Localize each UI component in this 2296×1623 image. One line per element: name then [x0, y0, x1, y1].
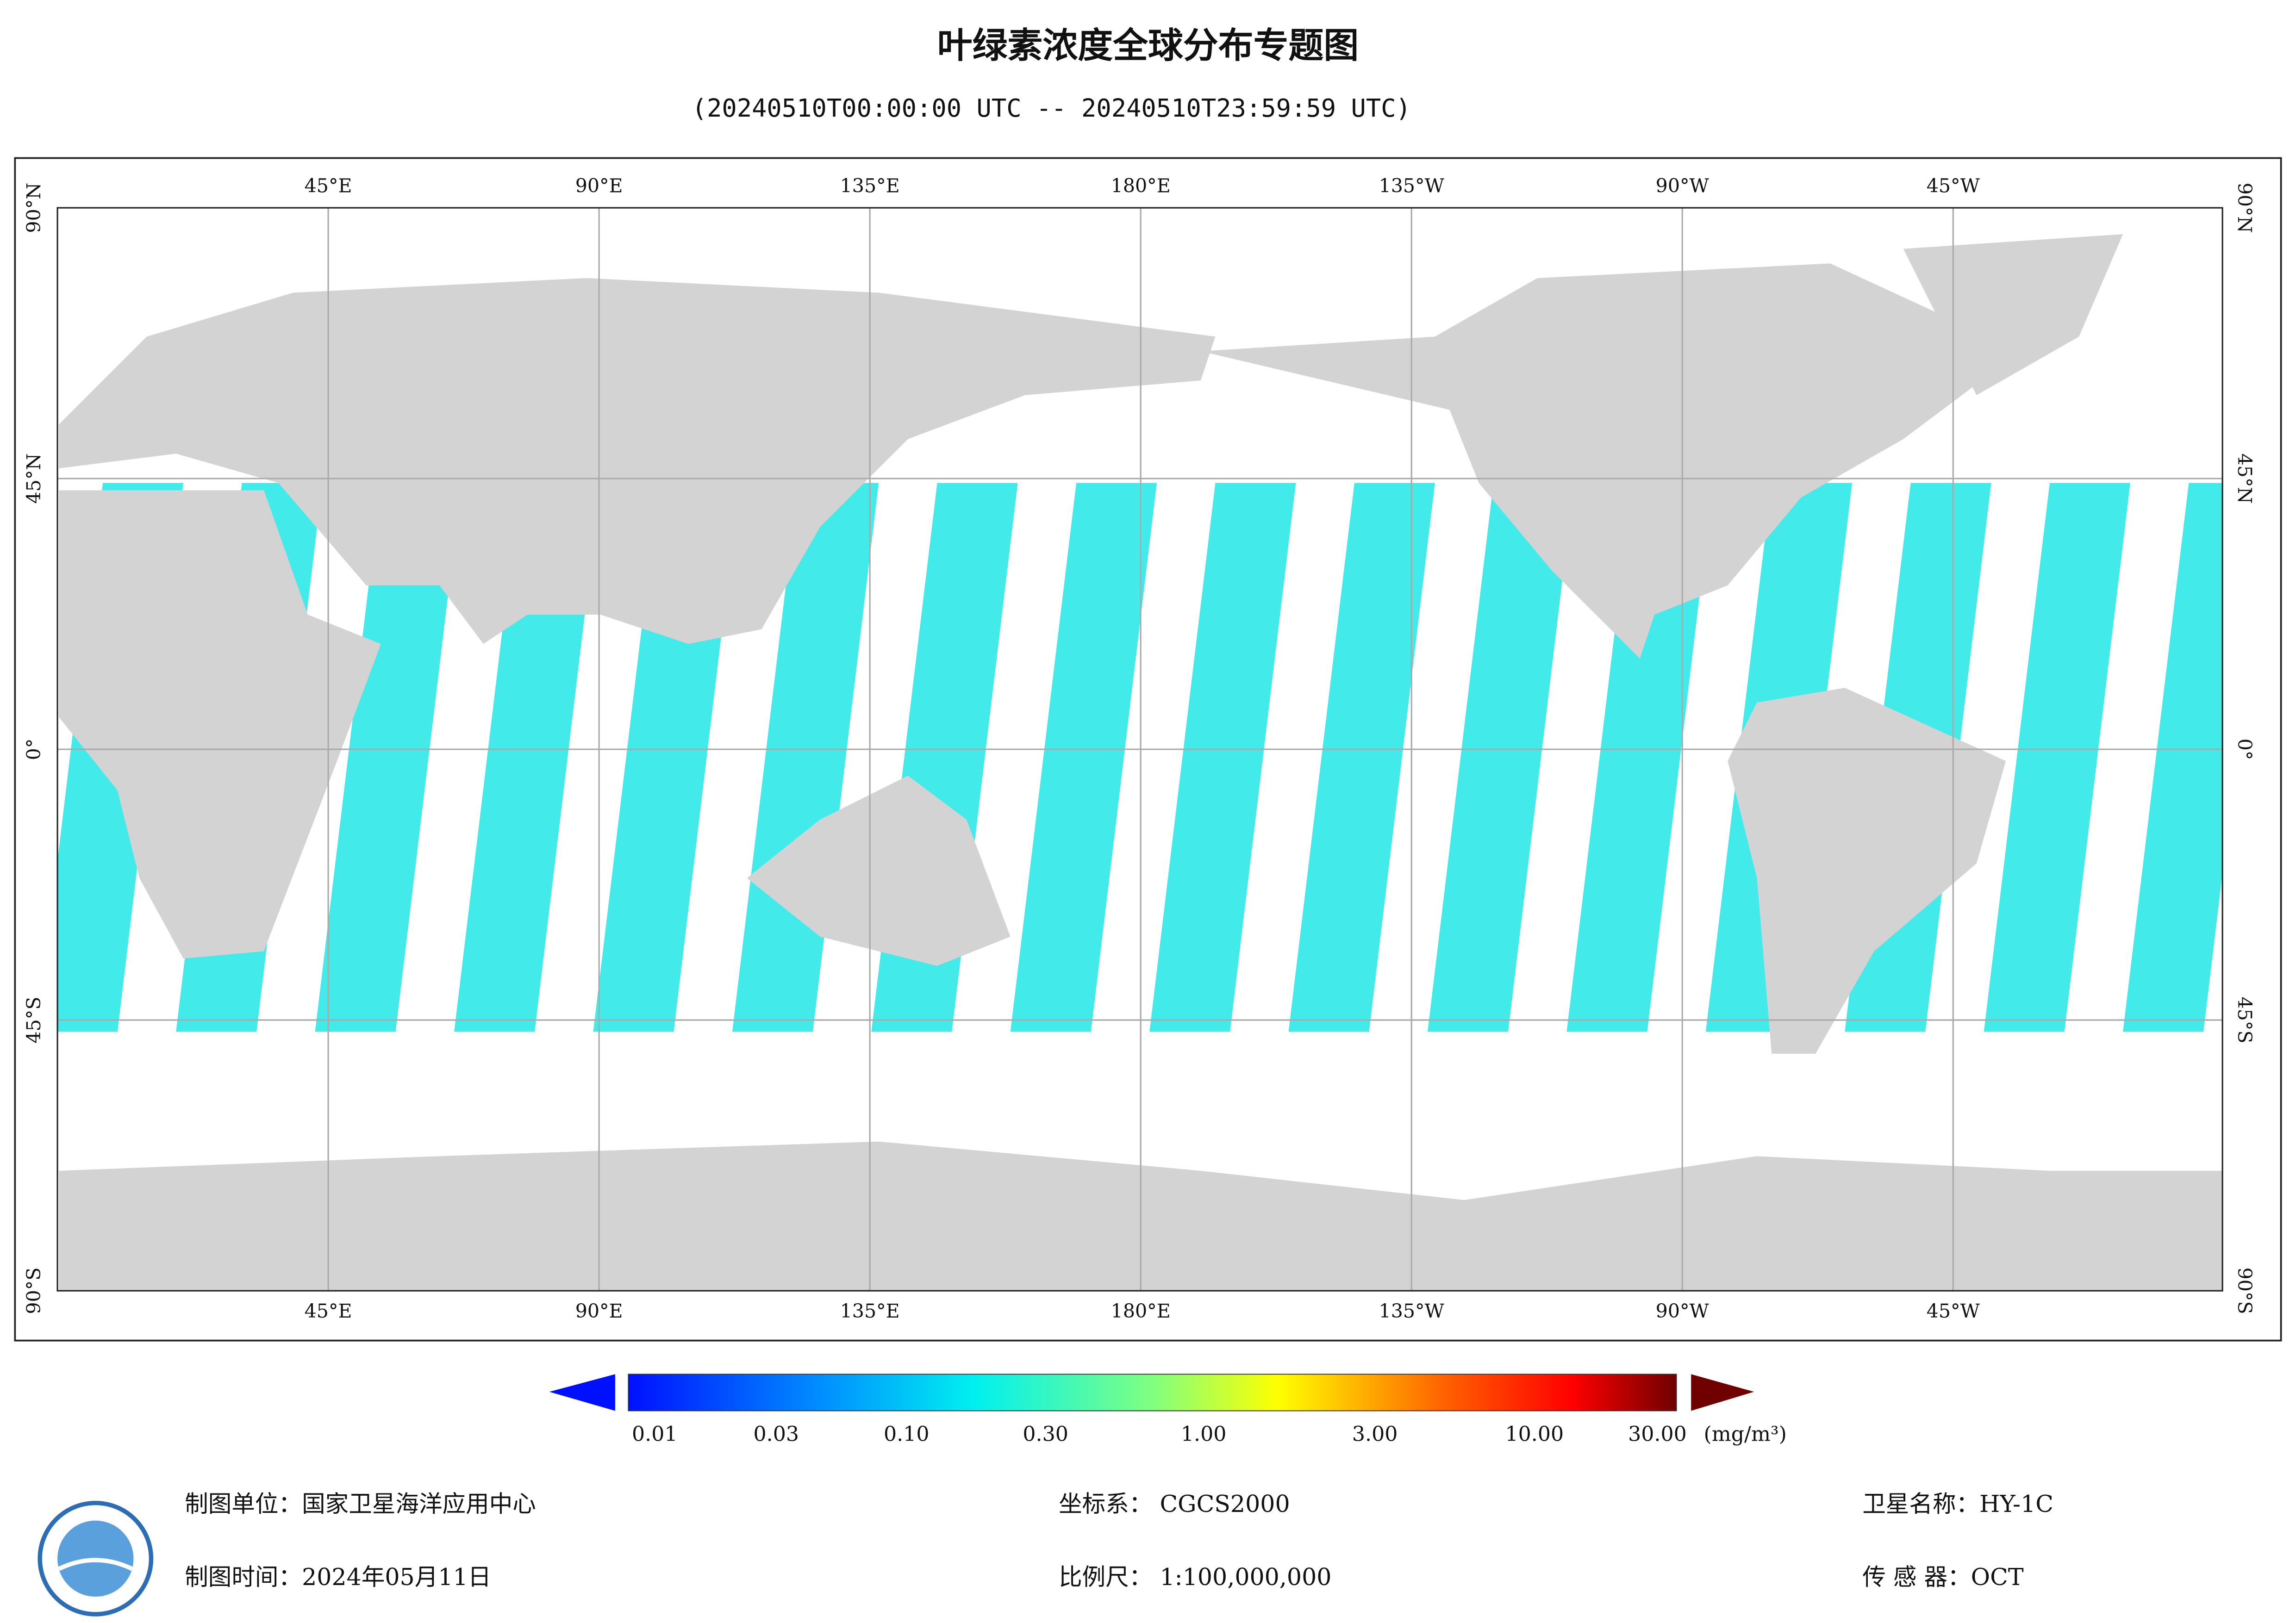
swath [1149, 483, 1296, 1032]
lon-label-bottom: 90°E [575, 1300, 623, 1322]
lon-label-bottom: 135°W [1379, 1300, 1445, 1322]
graticule [57, 208, 2223, 1291]
footer-satellite: 卫星名称：HY-1C [1862, 1490, 2053, 1517]
colorbar-tick-label: 0.10 [884, 1423, 930, 1446]
greenland [1903, 234, 2123, 395]
lat-label-right: 0° [2234, 739, 2256, 760]
colorbar-tick-label: 1.00 [1181, 1423, 1227, 1446]
colorbar-tick-label: 0.03 [753, 1423, 799, 1446]
swath [315, 483, 462, 1032]
lon-label-top: 135°W [1379, 174, 1445, 197]
title: 叶绿素浓度全球分布专题图 [937, 25, 1359, 66]
footer-date: 制图时间：2024年05月11日 [185, 1563, 491, 1591]
lon-label-top: 45°E [305, 174, 352, 197]
colorbar-high-arrow [1691, 1374, 1754, 1411]
colorbar-low-arrow [549, 1374, 615, 1411]
colorbar-tick-label: 0.30 [1023, 1423, 1068, 1446]
subtitle: (20240510T00:00:00 UTC -- 20240510T23:59… [692, 93, 1411, 123]
lat-label-left: 90°S [23, 1268, 45, 1314]
colorbar-tick-label: 10.00 [1505, 1423, 1564, 1446]
swath [1428, 483, 1574, 1032]
lon-label-top: 90°E [575, 174, 623, 197]
colorbar-tick-label: 3.00 [1352, 1423, 1398, 1446]
swath [1566, 483, 1713, 1032]
logo [37, 1500, 154, 1617]
africa [59, 490, 381, 959]
footer-crs: 坐标系： CGCS2000 [1059, 1490, 1290, 1517]
lon-label-top: 90°W [1656, 174, 1710, 197]
map-border [56, 207, 2223, 1292]
lat-label-left: 45°N [23, 454, 45, 504]
lat-label-right: 90°N [2234, 183, 2256, 233]
swath [1010, 483, 1157, 1032]
swath [1984, 483, 2130, 1032]
lon-label-top: 180°E [1111, 174, 1171, 197]
swath [454, 483, 601, 1032]
colorbar [628, 1374, 1677, 1412]
lon-label-top: 135°E [840, 174, 900, 197]
lat-label-right: 45°S [2234, 997, 2256, 1044]
footer-scale: 比例尺： 1:100,000,000 [1059, 1563, 1331, 1591]
footer-sensor: 传 感 器：OCT [1862, 1563, 2024, 1591]
lat-label-right: 90°S [2234, 1268, 2256, 1314]
colorbar-tick-label: 0.01 [632, 1423, 678, 1446]
swath [1288, 483, 1435, 1032]
lat-label-left: 90°N [23, 183, 45, 233]
lat-label-right: 45°N [2234, 454, 2256, 504]
lat-label-left: 0° [23, 739, 45, 760]
lon-label-bottom: 135°E [840, 1300, 900, 1322]
lon-label-top: 45°W [1927, 174, 1980, 197]
footer-unit: 制图单位：国家卫星海洋应用中心 [185, 1490, 536, 1517]
lon-label-bottom: 180°E [1111, 1300, 1171, 1322]
colorbar-tick-label: 30.00 [1628, 1423, 1687, 1446]
north-america [1200, 263, 2021, 659]
lat-label-left: 45°S [23, 997, 45, 1044]
australia [747, 776, 1011, 966]
eurasia [59, 278, 1216, 644]
lon-label-bottom: 90°W [1656, 1300, 1710, 1322]
lon-label-bottom: 45°W [1927, 1300, 1980, 1322]
south-america [1728, 688, 2006, 1054]
lon-label-bottom: 45°E [305, 1300, 352, 1322]
swath [2123, 483, 2223, 1032]
map-frame [14, 157, 2282, 1342]
colorbar-unit: (mg/m³) [1703, 1423, 1786, 1446]
